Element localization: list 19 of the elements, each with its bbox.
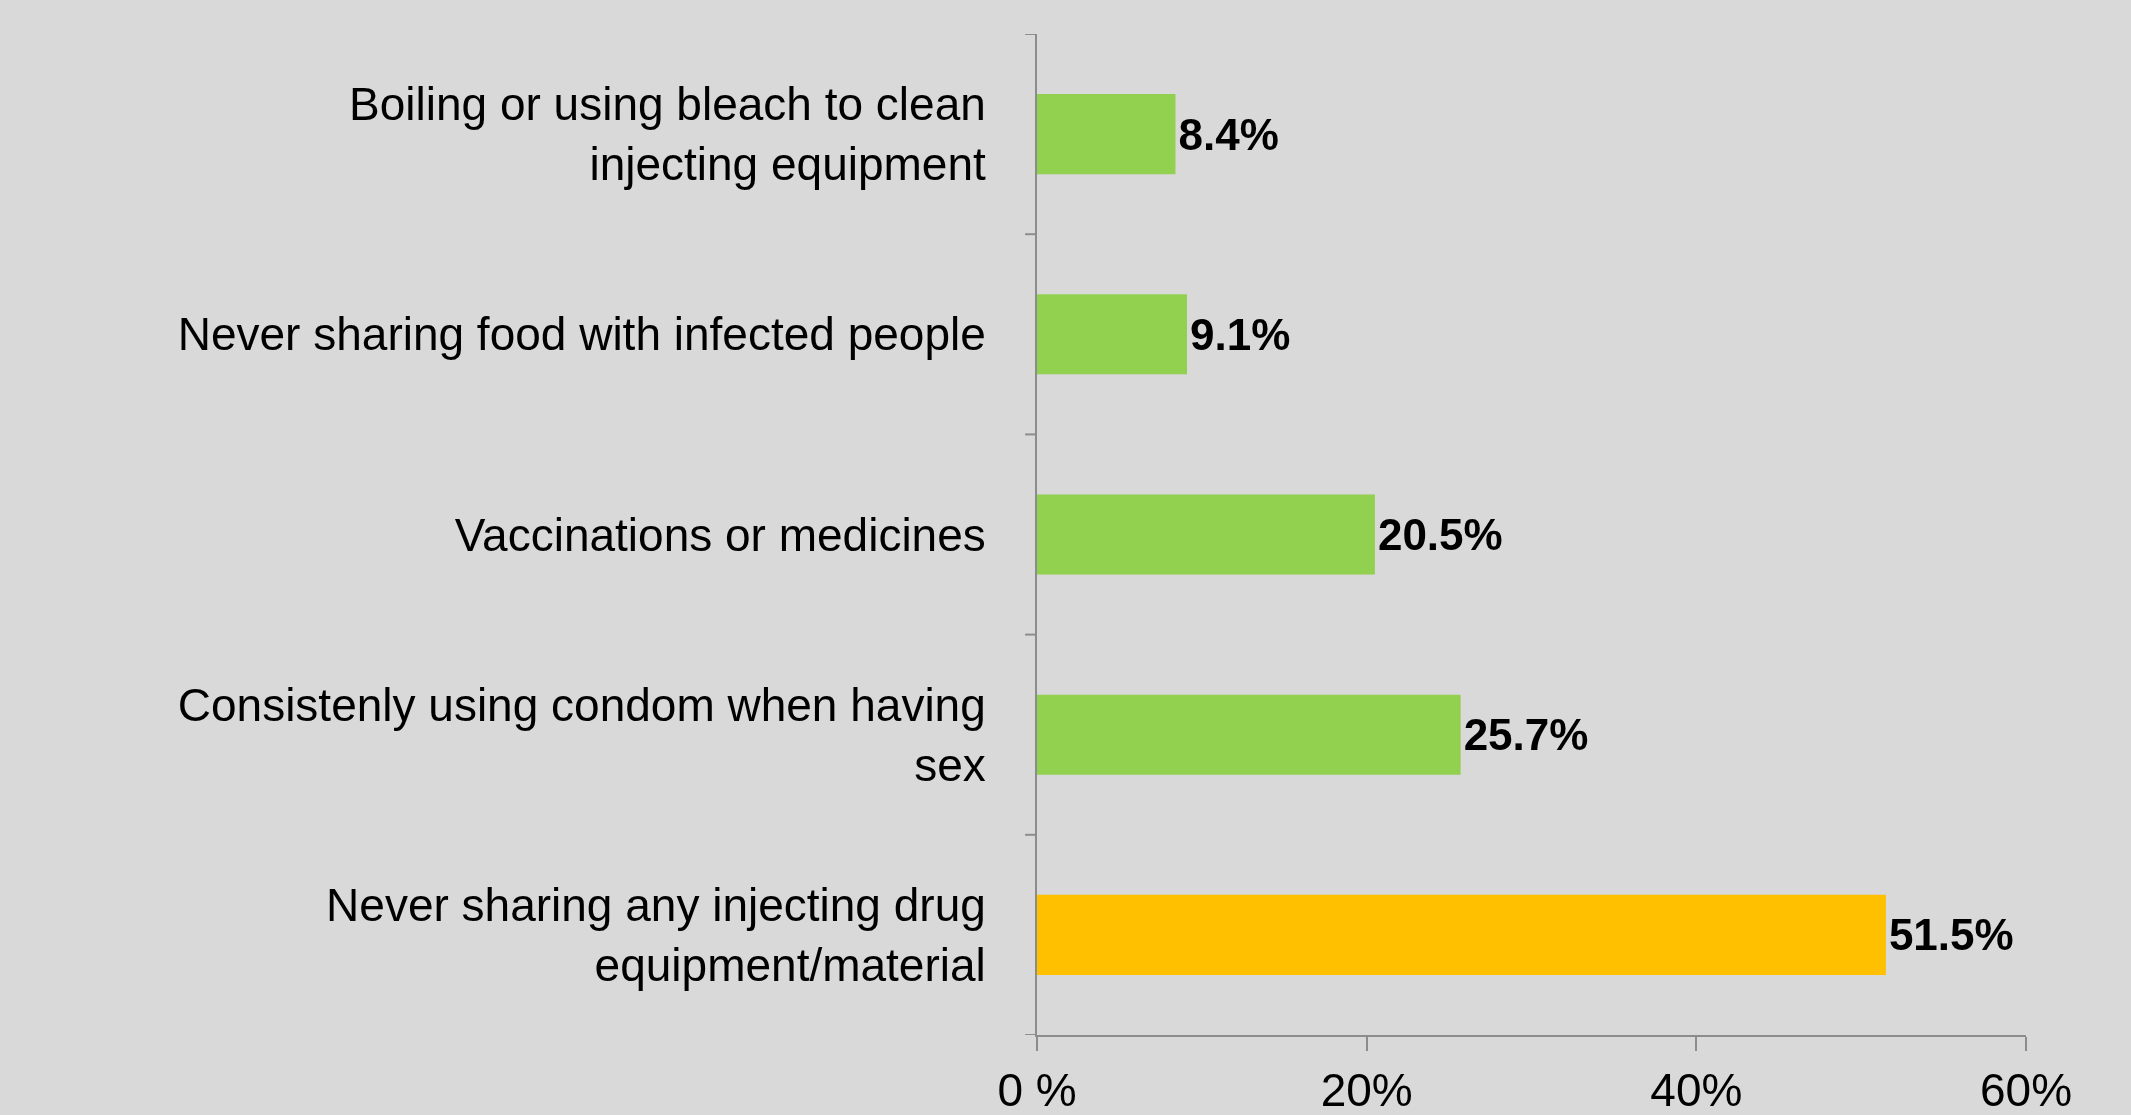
data-label: 8.4% (1178, 109, 1279, 159)
y-tick-label: Never sharing any injecting drug equipment/material (326, 879, 986, 991)
bar (1037, 494, 1375, 575)
x-tick-label: 60% (1979, 1064, 2073, 1115)
data-label: 20.5% (1377, 510, 1503, 559)
bar (1037, 694, 1461, 775)
y-tick-label: Consistenly using condom when having sex (177, 678, 986, 791)
x-tick-label: 40% (1650, 1064, 1743, 1115)
x-tick-label: 20% (1320, 1064, 1413, 1115)
x-tick-label: 0 % (997, 1064, 1077, 1115)
data-label: 9.1% (1190, 309, 1291, 359)
y-tick-label: Never sharing food with infected people (177, 308, 986, 361)
y-tick-label: Boiling or using bleach to clean injecting equipment (349, 78, 987, 191)
y-tick-label: Vaccinations or medicines (454, 508, 986, 561)
bar (1037, 94, 1176, 175)
data-label: 25.7% (1463, 710, 1589, 760)
bar (1037, 894, 1886, 975)
bar (1037, 294, 1187, 375)
data-label: 51.5% (1888, 910, 2014, 960)
